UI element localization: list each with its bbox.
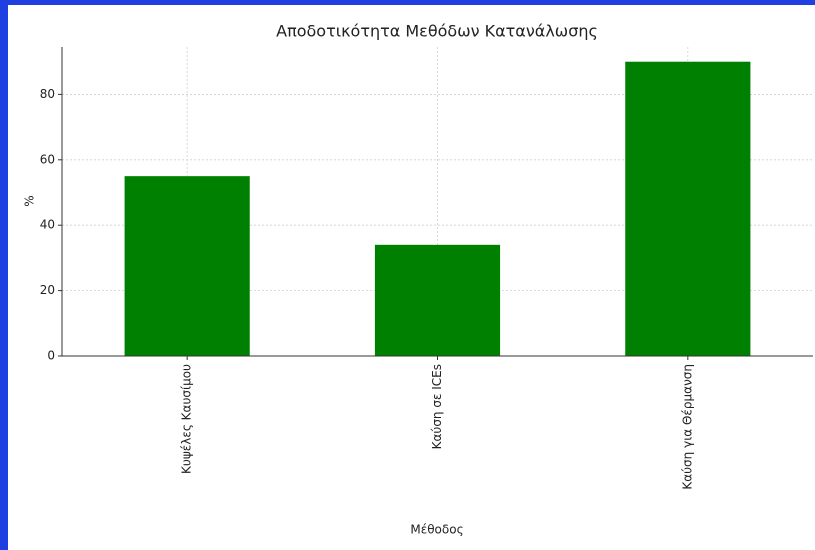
y-tick-label: 80 — [40, 87, 55, 101]
y-tick-label: 20 — [40, 283, 55, 297]
bar — [625, 61, 751, 356]
bar — [374, 244, 501, 356]
y-tick-label: 60 — [40, 152, 55, 166]
chart-title: Αποδοτικότητα Μεθόδων Κατανάλωσης — [276, 22, 598, 41]
x-tick-label: Καύση σε ICEs — [430, 364, 444, 449]
y-axis-label: % — [23, 195, 37, 206]
x-tick-label: Καύση για Θέρμανση — [680, 364, 694, 490]
x-tick-label: Κυψέλες Καυσίμου — [180, 364, 194, 474]
bar — [124, 176, 250, 356]
y-tick-label: 40 — [40, 218, 55, 232]
x-axis-label: Μέθοδος — [410, 523, 463, 537]
y-tick-label: 0 — [47, 349, 55, 363]
